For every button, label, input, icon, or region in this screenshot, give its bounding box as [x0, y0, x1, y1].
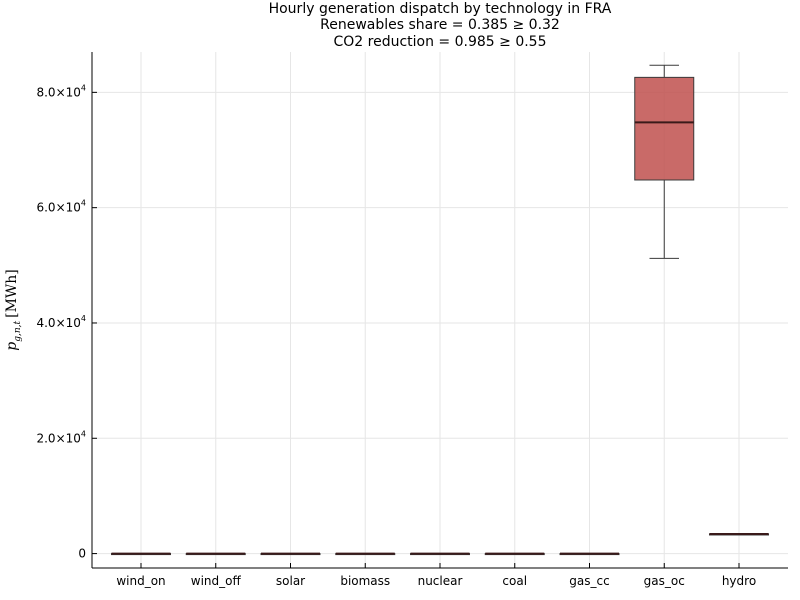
box-wind_off — [185, 552, 246, 556]
box-biomass — [335, 552, 396, 556]
box-nuclear — [410, 552, 470, 556]
y-axis-label-unit: [MWh] — [4, 269, 20, 318]
x-tick-label-gas_cc: gas_cc — [569, 574, 609, 588]
y-axis-label-symbol: p — [4, 342, 20, 351]
chart-subtitle-line-1: Renewables share = 0.385 ≥ 0.32 — [320, 17, 560, 33]
grid-layer — [92, 52, 788, 568]
y-tick-label: 0 — [78, 547, 86, 561]
y-tick-label: 8.0×104 — [36, 83, 86, 99]
x-tick-label-gas_oc: gas_oc — [644, 574, 685, 588]
box-solar — [260, 552, 321, 556]
box-body — [634, 76, 695, 181]
x-tick-label-wind_off: wind_off — [191, 574, 242, 588]
box-coal — [484, 552, 545, 556]
y-axis-label-subscript: g,n,t — [13, 321, 23, 342]
box-hydro — [709, 532, 769, 536]
box-layer — [111, 64, 769, 556]
x-tick-label-biomass: biomass — [340, 574, 390, 588]
x-tick-label-solar: solar — [276, 574, 305, 588]
y-tick-label: 2.0×104 — [36, 429, 86, 445]
x-tick-label-hydro: hydro — [722, 574, 756, 588]
box-gas_cc — [559, 552, 620, 556]
chart-title: Hourly generation dispatch by technology… — [269, 1, 612, 17]
box-wind_on — [111, 552, 171, 556]
y-tick-label: 6.0×104 — [36, 199, 86, 215]
y-tick-labels: 0 2.0×104 4.0×104 6.0×104 8.0×104 — [36, 83, 86, 560]
x-tick-label-nuclear: nuclear — [418, 574, 463, 588]
y-tick-label: 4.0×104 — [36, 314, 86, 330]
chart-subtitle-line-2: CO2 reduction = 0.985 ≥ 0.55 — [333, 34, 546, 50]
box-gas_oc — [634, 64, 695, 259]
x-tick-labels: wind_on wind_off solar biomass nuclear coal ga… — [116, 574, 756, 588]
y-axis-label: pg,n,t [MWh] — [4, 269, 23, 351]
x-tick-label-wind_on: wind_on — [116, 574, 165, 588]
x-tick-label-coal: coal — [502, 574, 527, 588]
chart-title-group: Hourly generation dispatch by technology… — [269, 1, 612, 50]
axis-layer — [91, 52, 788, 569]
